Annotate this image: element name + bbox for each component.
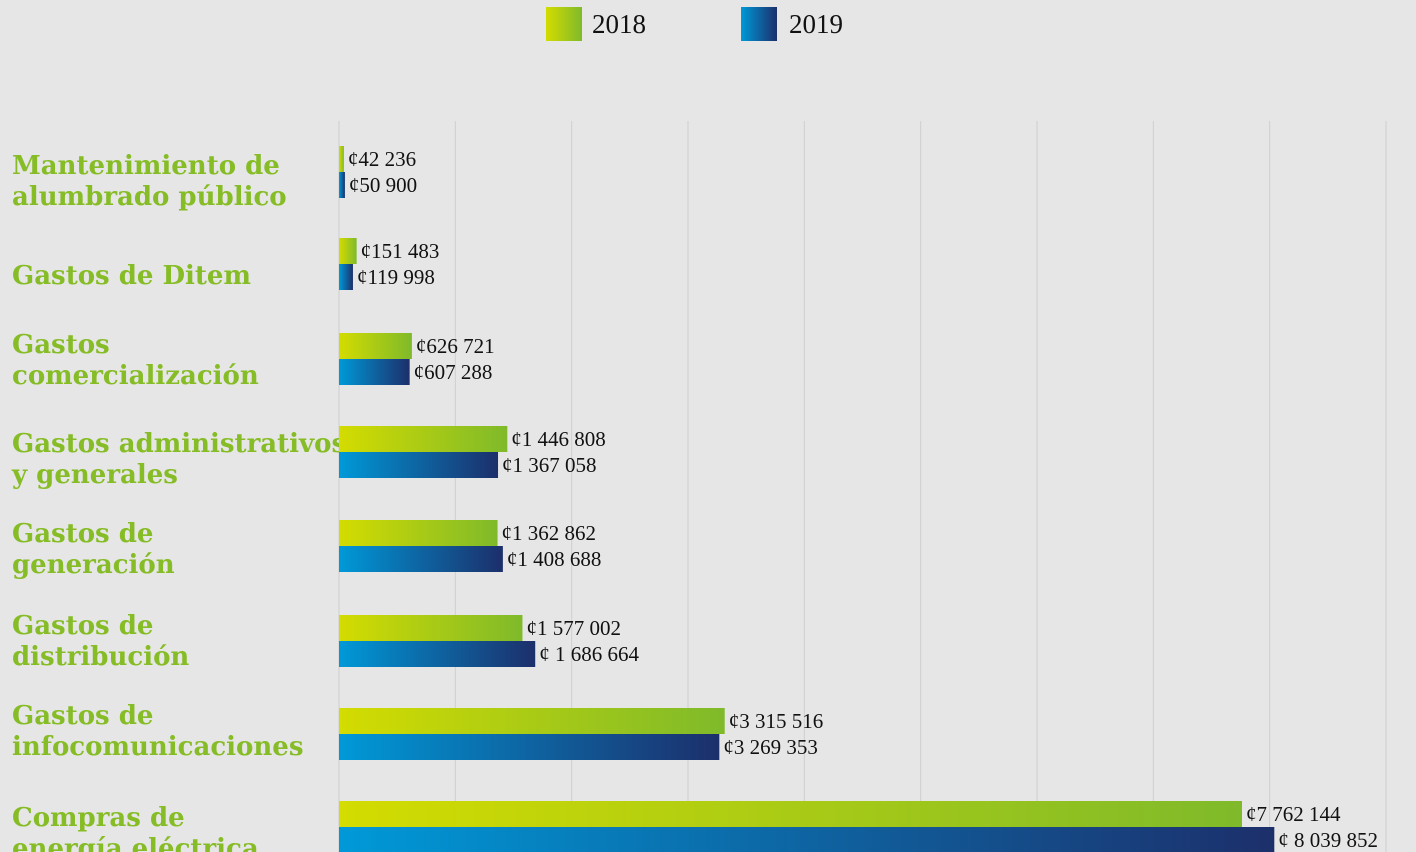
value-label-2018: ¢42 236 [348,147,416,171]
category-label: Gastos comercialización [12,330,259,391]
value-label-2018: ¢3 315 516 [729,709,824,733]
bar-2019 [339,264,353,290]
category-label: Gastos de Ditem [12,261,251,291]
bar-2019 [339,172,345,198]
bar-2019 [339,359,410,385]
bar-2018 [339,615,523,641]
value-label-2019: ¢1 408 688 [507,547,602,571]
value-label-2019: ¢50 900 [349,173,417,197]
value-label-2018: ¢7 762 144 [1246,802,1341,826]
value-label-2018: ¢1 446 808 [511,427,606,451]
bar-2019 [339,827,1275,852]
category-label: Gastos de distribución [12,611,189,672]
legend-swatch-2019 [741,7,777,41]
bar-2018 [339,238,357,264]
category-label: Gastos administrativos y generales [11,429,346,490]
value-label-2019: ¢3 269 353 [723,735,818,759]
value-label-2018: ¢151 483 [361,239,440,263]
legend: 2018 2019 [546,7,843,41]
bars [339,146,1275,852]
grid-layer [338,121,1387,852]
value-label-2019: ¢607 288 [414,360,493,384]
value-label-2019: ¢1 367 058 [502,453,597,477]
category-label: Compras de energía eléctrica [12,803,259,852]
bar-2018 [339,801,1242,827]
legend-label-2018: 2018 [592,9,646,39]
legend-swatch-2018 [546,7,582,41]
value-label-2018: ¢1 577 002 [526,616,621,640]
bar-2019 [339,546,503,572]
category-label: Gastos de generación [12,519,175,580]
category-label: Gastos de infocomunicaciones [12,701,303,762]
value-label-2018: ¢1 362 862 [502,521,597,545]
value-label-2019: ¢119 998 [357,265,435,289]
category-labels: Mantenimiento de alumbrado público Gastos … [11,151,346,852]
bar-2019 [339,641,536,667]
bar-2018 [339,146,344,172]
legend-label-2019: 2019 [789,9,843,39]
bar-2018 [339,708,725,734]
bar-2019 [339,734,720,760]
bar-2019 [339,452,499,478]
value-labels: ¢42 236 ¢151 483 ¢626 721 ¢1 446 808 ¢1 362 … [348,147,1378,852]
value-label-2018: ¢626 721 [416,334,495,358]
category-label: Mantenimiento de alumbrado público [12,151,287,212]
bar-2018 [339,520,498,546]
bar-2018 [339,333,412,359]
bar-2018 [339,426,508,452]
value-label-2019: ¢ 8 039 852 [1278,828,1378,852]
value-label-2019: ¢ 1 686 664 [539,642,639,666]
